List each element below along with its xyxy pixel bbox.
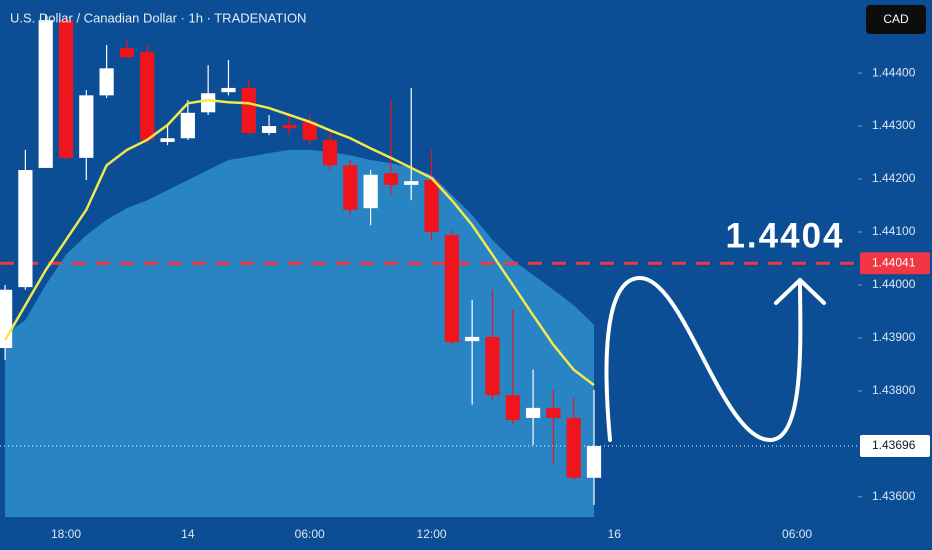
y-tick-label: 1.44200 [872,171,916,185]
x-tick-label: 12:00 [417,527,447,541]
candle-body [322,139,338,166]
candle-body [444,235,459,343]
candle-body [282,125,297,129]
candle-body [58,20,74,158]
candle-body [221,87,236,93]
candle-body [302,121,317,140]
x-tick-label: 06:00 [295,527,325,541]
price-label: 1.44041 [872,255,916,269]
candle-body [140,51,155,140]
candle-body [546,407,561,418]
y-tick-label: 1.43800 [872,383,916,397]
x-tick-label: 06:00 [782,527,812,541]
price-label-box [860,435,930,458]
candle-body [79,95,94,158]
y-tick-label: 1.44100 [872,224,916,238]
candle-body [525,407,541,418]
price-label-box [860,252,930,275]
chart-title: U.S. Dollar / Canadian Dollar · 1h · TRA… [10,10,306,25]
candle-body [343,165,358,210]
plot-area [0,15,858,517]
candle-body [404,181,419,185]
price-label: 1.43696 [872,438,916,452]
y-tick-label: 1.44300 [872,118,916,132]
candle-body [241,87,256,133]
candle-body [363,174,378,209]
x-tick-label: 16 [608,527,622,541]
y-tick-label: 1.44000 [872,277,916,291]
candle-body [505,395,520,421]
candle-body [566,417,581,478]
candle-body [485,336,500,396]
x-tick-label: 14 [181,527,195,541]
candle-body [261,126,277,133]
annotation: 1.4404 [725,216,844,255]
candle-body [99,68,114,96]
currency-label[interactable]: CAD [883,12,909,26]
y-tick-label: 1.44400 [872,65,916,79]
candle-body [38,20,53,168]
currency-button[interactable] [866,5,926,34]
candle-body [18,170,33,288]
hand-drawn-path [604,276,826,442]
candle-body [119,48,135,58]
candle-body [160,138,175,142]
y-tick-label: 1.43900 [872,330,916,344]
candle-body [465,336,480,342]
x-tick-label: 18:00 [51,527,81,541]
candle-body [201,93,216,113]
candle-body [424,180,439,233]
y-tick-label: 1.43600 [872,489,916,503]
candle-body [383,173,399,185]
candle-body [180,112,195,139]
candle-body [586,446,602,478]
ma-line [3,98,595,387]
